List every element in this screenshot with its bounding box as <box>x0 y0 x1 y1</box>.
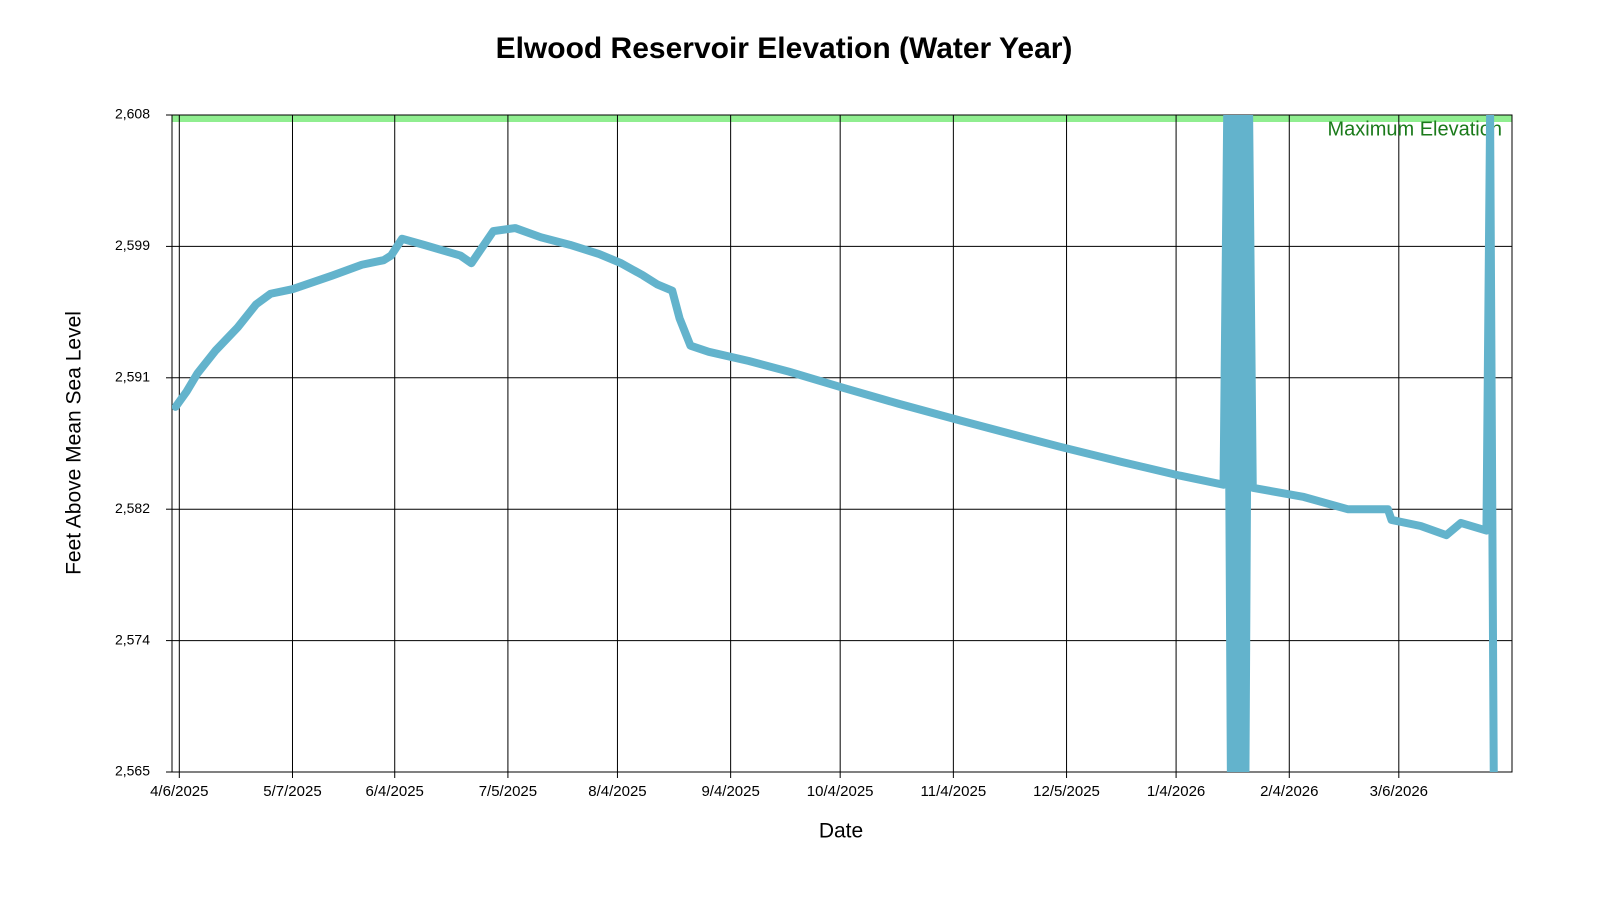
x-tick-label: 9/4/2025 <box>701 783 759 800</box>
y-tick-label: 2,608 <box>115 106 150 122</box>
x-tick-label: 12/5/2025 <box>1033 783 1100 800</box>
y-tick-label: 2,565 <box>115 763 150 779</box>
x-tick-label: 3/6/2026 <box>1370 783 1428 800</box>
x-tick-label: 2/4/2026 <box>1260 783 1318 800</box>
x-tick-label: 1/4/2026 <box>1147 783 1205 800</box>
reference-label: Maximum Elevation <box>1327 118 1502 140</box>
y-tick-label: 2,582 <box>115 500 150 516</box>
y-tick-label: 2,599 <box>115 237 150 253</box>
y-tick-label: 2,574 <box>115 631 150 647</box>
chart-title: Elwood Reservoir Elevation (Water Year) <box>496 32 1073 65</box>
y-axis-label: Feet Above Mean Sea Level <box>63 311 86 575</box>
x-axis-label: Date <box>819 820 863 843</box>
x-tick-label: 4/6/2025 <box>150 783 208 800</box>
data-line <box>172 115 1498 772</box>
y-tick-label: 2,591 <box>115 369 150 385</box>
x-tick-label: 6/4/2025 <box>366 783 424 800</box>
x-tick-label: 11/4/2025 <box>921 783 987 800</box>
x-tick-label: 7/5/2025 <box>479 783 537 800</box>
plot-frame <box>171 114 1513 773</box>
x-tick-label: 10/4/2025 <box>807 783 874 800</box>
x-tick-label: 5/7/2025 <box>263 783 321 800</box>
x-tick-label: 8/4/2025 <box>588 783 646 800</box>
reference-band <box>172 115 1512 122</box>
plot-area <box>172 115 1498 772</box>
